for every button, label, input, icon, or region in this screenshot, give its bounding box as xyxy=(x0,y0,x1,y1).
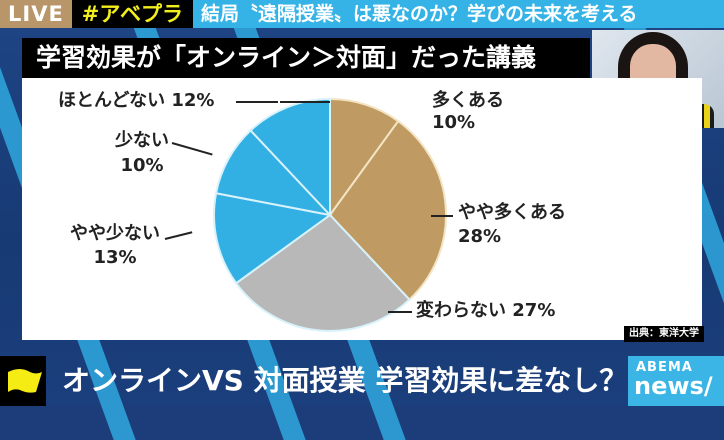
label-many-name: 多くある xyxy=(432,90,504,111)
label-no-change: 変わらない 27% xyxy=(416,300,556,321)
pie-slice-0 xyxy=(329,97,400,219)
label-somewhat-many-name: やや多くある xyxy=(458,202,566,223)
label-somewhat-many-pct: 28% xyxy=(458,226,502,247)
leader-line xyxy=(388,311,412,313)
pie-slice-5 xyxy=(249,97,331,218)
label-somewhat-few-name: やや少ない xyxy=(70,223,160,244)
chart-panel: 多くある 10% やや多くある 28% 変わらない 27% やや少ない 13% … xyxy=(22,78,702,340)
pie-slice-1 xyxy=(328,119,447,301)
logo-abema-text: ABEMA xyxy=(636,360,693,375)
bottom-caption-bar: オンラインVS 対面授業 学習効果に差なし？ ABEMA news/ xyxy=(0,356,724,406)
pie-chart xyxy=(213,97,447,332)
live-badge: LIVE xyxy=(0,0,72,28)
label-few-pct: 10% xyxy=(120,155,164,176)
label-somewhat-few-pct: 13% xyxy=(93,247,137,268)
flag-icon xyxy=(8,369,42,393)
label-many-pct: 10% xyxy=(432,112,476,133)
pie-slice-4 xyxy=(214,129,333,217)
pie-slices xyxy=(213,97,447,332)
leader-line xyxy=(236,101,278,103)
top-ticker: LIVE #アベプラ 結局〝遠隔授業〟は悪なのか？学びの未来を考える xyxy=(0,0,724,28)
bottom-caption: オンラインVS 対面授業 学習効果に差なし？ xyxy=(62,364,628,397)
hashtag-badge: #アベプラ xyxy=(71,0,193,28)
leader-line xyxy=(280,101,330,103)
leader-line xyxy=(431,215,453,217)
label-almost-none: ほとんどない 12% xyxy=(58,90,215,111)
headline-text: 結局〝遠隔授業〟は悪なのか？学びの未来を考える xyxy=(192,0,724,28)
logo-news-text: news/ xyxy=(634,372,713,400)
abema-news-logo: ABEMA news/ xyxy=(628,356,724,406)
label-few-name: 少ない xyxy=(115,130,169,151)
source-credit: 出典：東洋大学 xyxy=(624,326,704,342)
flag-box xyxy=(0,356,46,406)
pie-slice-3 xyxy=(213,192,333,285)
chart-title: 学習効果が「オンライン＞対面」だった講義 xyxy=(22,38,590,78)
